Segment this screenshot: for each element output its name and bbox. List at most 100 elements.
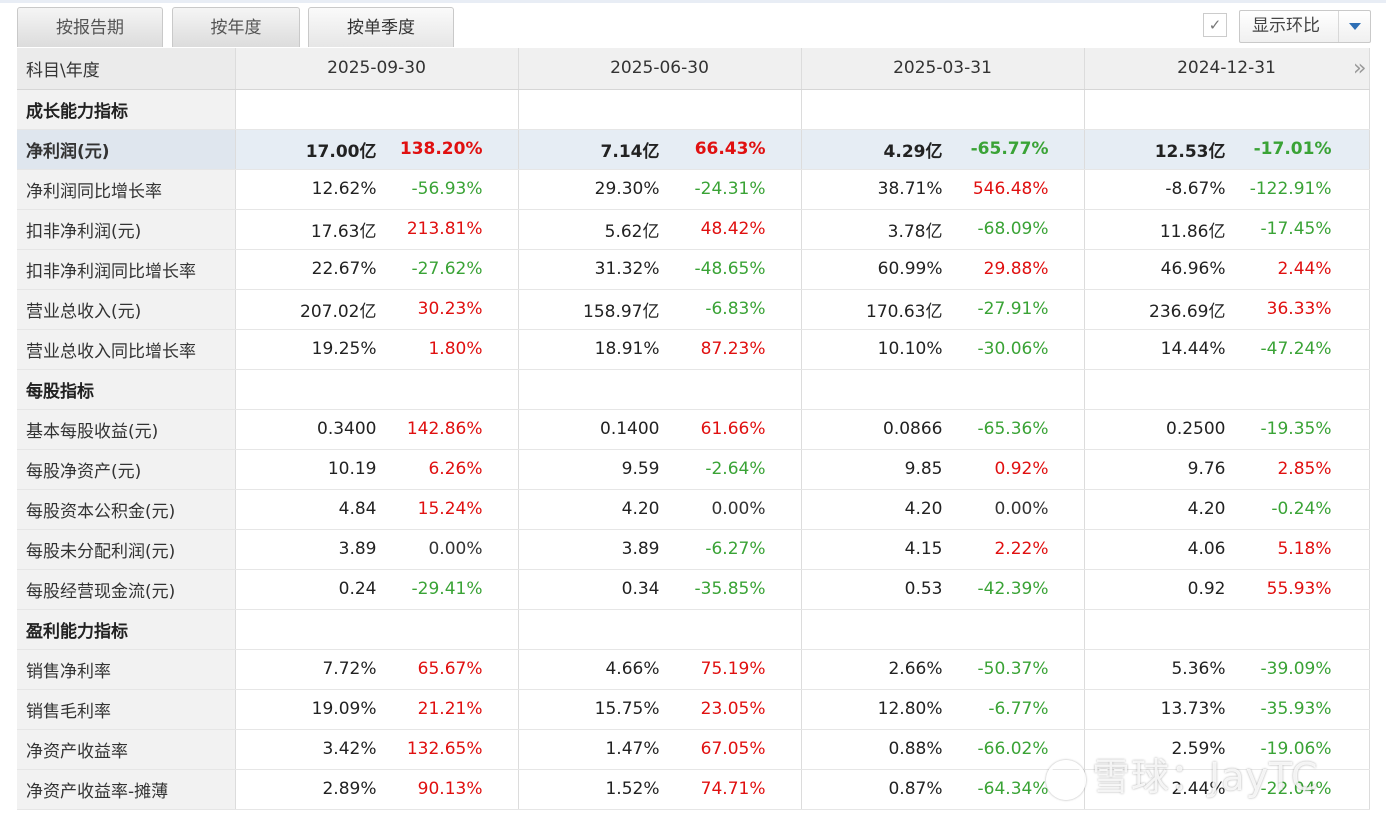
data-cell: 4.66% 75.19%: [518, 649, 802, 690]
data-cell: 2.59% -19.06%: [1084, 729, 1370, 770]
data-cell: 4.84 15.24%: [235, 489, 519, 530]
qoq-change: 15.24%: [417, 499, 483, 519]
value: 0.34: [621, 579, 660, 599]
data-cell: [1084, 89, 1370, 130]
qoq-change: -24.31%: [694, 179, 766, 199]
qoq-change: 138.20%: [399, 139, 483, 159]
value: 207.02亿: [300, 301, 377, 322]
qoq-change: 2.22%: [994, 539, 1049, 559]
qoq-change: 0.92%: [994, 459, 1049, 479]
qoq-change: -19.35%: [1260, 419, 1332, 439]
data-cell: [1084, 369, 1370, 410]
data-cell: [518, 89, 802, 130]
value: 10.10%: [877, 339, 943, 359]
data-cell: 38.71% 546.48%: [801, 169, 1085, 210]
value: 12.62%: [311, 179, 377, 199]
table-row: 每股经营现金流(元) 0.24 -29.41% 0.34 -35.85% 0.53 -42.…: [17, 569, 1370, 610]
double-chevron-right-icon[interactable]: »: [1353, 56, 1367, 81]
qoq-change: 67.05%: [700, 739, 766, 759]
value: 9.76: [1187, 459, 1226, 479]
value: 7.14亿: [600, 141, 660, 162]
data-cell: [235, 369, 519, 410]
data-cell: 4.15 2.22%: [801, 529, 1085, 570]
show-qoq-checkbox[interactable]: ✓: [1203, 13, 1227, 37]
value: 170.63亿: [866, 301, 943, 322]
value: 0.3400: [317, 419, 377, 439]
qoq-change: 2.85%: [1277, 459, 1332, 479]
period-header: 2024-12-31 »: [1084, 48, 1370, 90]
data-cell: 3.89 0.00%: [235, 529, 519, 570]
qoq-change: -0.24%: [1271, 499, 1332, 519]
qoq-change: -2.64%: [705, 459, 766, 479]
qoq-change: 6.26%: [428, 459, 483, 479]
value: 38.71%: [877, 179, 943, 199]
qoq-change: 0.00%: [994, 499, 1049, 519]
period-header: 2025-09-30: [235, 48, 519, 90]
qoq-change: 0.00%: [428, 539, 483, 559]
value: -8.67%: [1165, 179, 1226, 199]
qoq-change: -6.77%: [988, 699, 1049, 719]
value: 14.44%: [1160, 339, 1226, 359]
data-cell: 60.99% 29.88%: [801, 249, 1085, 290]
data-cell: 0.87% -64.34%: [801, 769, 1085, 810]
data-cell: 7.72% 65.67%: [235, 649, 519, 690]
qoq-change: -35.85%: [694, 579, 766, 599]
qoq-change: -65.36%: [977, 419, 1049, 439]
table-row: 扣非净利润(元) 17.63亿 213.81% 5.62亿 48.42% 3.78亿 -68…: [17, 209, 1370, 250]
qoq-change: -64.34%: [977, 779, 1049, 799]
data-cell: -8.67% -122.91%: [1084, 169, 1370, 210]
qoq-change: 21.21%: [417, 699, 483, 719]
data-cell: 17.00亿 138.20%: [235, 129, 519, 170]
value: 22.67%: [311, 259, 377, 279]
value: 3.78亿: [887, 221, 943, 242]
value: 4.20: [1187, 499, 1226, 519]
data-cell: 2.44% -22.04%: [1084, 769, 1370, 810]
row-label: 销售毛利率: [17, 689, 236, 730]
table-row: 净资产收益率 3.42% 132.65% 1.47% 67.05% 0.88% -66.02…: [17, 729, 1370, 770]
qoq-change: -35.93%: [1260, 699, 1332, 719]
value: 5.36%: [1171, 659, 1226, 679]
qoq-change: 55.93%: [1266, 579, 1332, 599]
qoq-change: -56.93%: [411, 179, 483, 199]
chevron-down-icon[interactable]: [1338, 11, 1370, 42]
qoq-change: -122.91%: [1249, 179, 1332, 199]
qoq-change: -22.04%: [1260, 779, 1332, 799]
qoq-select[interactable]: 显示环比: [1239, 10, 1371, 43]
table-row: 基本每股收益(元) 0.3400 142.86% 0.1400 61.66% 0.0866…: [17, 409, 1370, 450]
data-cell: 236.69亿 36.33%: [1084, 289, 1370, 330]
data-cell: 207.02亿 30.23%: [235, 289, 519, 330]
watermark-text: 雪球：JayTC: [1092, 755, 1319, 799]
row-label: 净资产收益率: [17, 729, 236, 770]
value: 236.69亿: [1149, 301, 1226, 322]
financial-indicators-table: 科目\年度 2025-09-30 2025-06-30 2025-03-31 2…: [17, 48, 1370, 810]
qoq-change: 36.33%: [1266, 299, 1332, 319]
data-cell: 9.85 0.92%: [801, 449, 1085, 490]
top-border: [0, 0, 1386, 3]
row-label: 基本每股收益(元): [17, 409, 236, 450]
table-row: 销售净利率 7.72% 65.67% 4.66% 75.19% 2.66% -50.37% 5…: [17, 649, 1370, 690]
data-cell: [801, 89, 1085, 130]
data-cell: 46.96% 2.44%: [1084, 249, 1370, 290]
value: 31.32%: [594, 259, 660, 279]
value: 9.85: [904, 459, 943, 479]
period-header: 2025-03-31: [801, 48, 1085, 90]
value: 13.73%: [1160, 699, 1226, 719]
qoq-change: 66.43%: [694, 139, 766, 159]
data-cell: 12.80% -6.77%: [801, 689, 1085, 730]
value: 5.62亿: [604, 221, 660, 242]
qoq-change: 0.00%: [711, 499, 766, 519]
data-cell: 2.66% -50.37%: [801, 649, 1085, 690]
tab-by-report-period[interactable]: 按报告期: [17, 7, 163, 47]
value: 12.53亿: [1154, 141, 1226, 162]
qoq-change: -17.01%: [1253, 139, 1332, 159]
data-cell: [518, 369, 802, 410]
data-cell: 7.14亿 66.43%: [518, 129, 802, 170]
value: 9.59: [621, 459, 660, 479]
period-header-label: 2024-12-31: [1177, 58, 1276, 79]
tab-by-quarter[interactable]: 按单季度: [308, 7, 454, 47]
table-row: 营业总收入(元) 207.02亿 30.23% 158.97亿 -6.83% 170.63…: [17, 289, 1370, 330]
data-cell: 13.73% -35.93%: [1084, 689, 1370, 730]
qoq-change: 2.44%: [1277, 259, 1332, 279]
tab-by-year[interactable]: 按年度: [172, 7, 300, 47]
table-row: 净利润同比增长率 12.62% -56.93% 29.30% -24.31% 38.71%…: [17, 169, 1370, 210]
